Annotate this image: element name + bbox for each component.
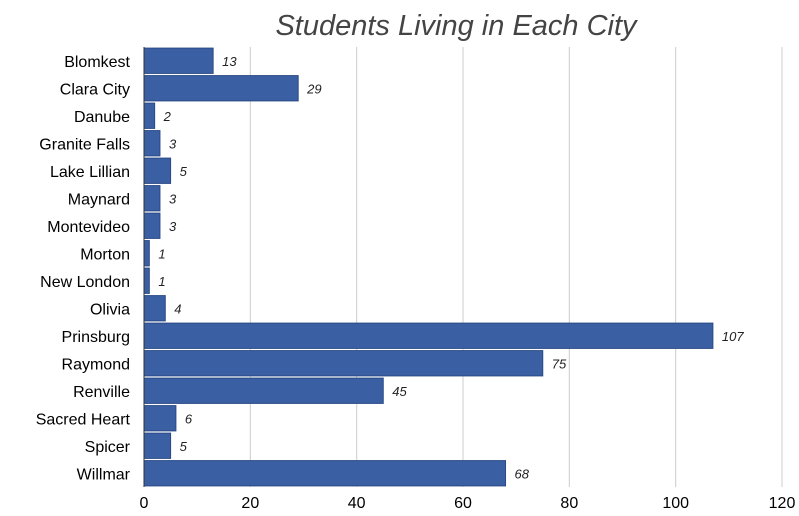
x-tick-label: 60 xyxy=(454,495,472,512)
x-tick-label: 80 xyxy=(560,495,578,512)
bar xyxy=(143,157,172,184)
data-label: 5 xyxy=(180,439,188,454)
data-label: 3 xyxy=(169,191,177,206)
category-label: Morton xyxy=(80,246,130,263)
data-label: 29 xyxy=(306,81,321,96)
bar xyxy=(143,405,177,432)
data-label: 45 xyxy=(392,384,407,399)
bar xyxy=(143,322,714,349)
category-label: New London xyxy=(40,274,130,291)
category-label: Willmar xyxy=(77,466,131,483)
category-label: Spicer xyxy=(85,439,131,456)
category-label: Olivia xyxy=(90,301,130,318)
x-tick-label: 100 xyxy=(662,495,689,512)
x-tick-label: 120 xyxy=(769,495,796,512)
data-label: 2 xyxy=(163,109,172,124)
bar xyxy=(143,267,150,294)
category-label: Blomkest xyxy=(64,54,130,71)
bar xyxy=(143,185,161,212)
bar xyxy=(143,460,507,487)
bars xyxy=(143,47,714,487)
category-label: Prinsburg xyxy=(62,329,130,346)
bar xyxy=(143,102,156,129)
bar xyxy=(143,130,161,157)
bar xyxy=(143,377,384,404)
data-label: 5 xyxy=(180,164,188,179)
data-label: 75 xyxy=(552,356,567,371)
x-tick-label: 40 xyxy=(348,495,366,512)
bar xyxy=(143,432,172,459)
data-label: 13 xyxy=(222,54,237,69)
category-label: Maynard xyxy=(68,191,130,208)
category-label: Renville xyxy=(73,384,130,401)
data-label: 1 xyxy=(158,274,165,289)
x-axis-tick-labels: 0 20 40 60 80 100 120 xyxy=(140,495,796,512)
category-label: Raymond xyxy=(62,356,130,373)
data-label: 6 xyxy=(185,411,193,426)
category-label: Clara City xyxy=(60,81,130,98)
gridlines xyxy=(249,47,783,487)
bar xyxy=(143,295,166,322)
data-label: 4 xyxy=(174,301,181,316)
category-label: Lake Lillian xyxy=(50,164,130,181)
data-label: 3 xyxy=(169,219,177,234)
data-label: 68 xyxy=(515,466,530,481)
bar xyxy=(143,47,214,74)
x-tick-label: 20 xyxy=(241,495,259,512)
category-label: Montevideo xyxy=(47,219,130,236)
bar xyxy=(143,350,544,377)
data-label: 1 xyxy=(158,246,165,261)
category-labels: Blomkest Clara City Danube Granite Falls Lak… xyxy=(36,54,131,484)
chart-title: Students Living in Each City xyxy=(275,10,638,42)
bar xyxy=(143,240,150,267)
bar xyxy=(143,75,299,102)
data-label: 107 xyxy=(722,329,744,344)
category-label: Danube xyxy=(74,109,130,126)
data-label: 3 xyxy=(169,136,177,151)
x-tick-label: 0 xyxy=(140,495,149,512)
bar xyxy=(143,212,161,239)
category-label: Granite Falls xyxy=(39,136,130,153)
category-label: Sacred Heart xyxy=(36,411,131,428)
